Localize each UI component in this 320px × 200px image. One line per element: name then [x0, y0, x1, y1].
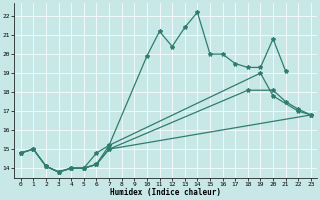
- X-axis label: Humidex (Indice chaleur): Humidex (Indice chaleur): [110, 188, 221, 197]
